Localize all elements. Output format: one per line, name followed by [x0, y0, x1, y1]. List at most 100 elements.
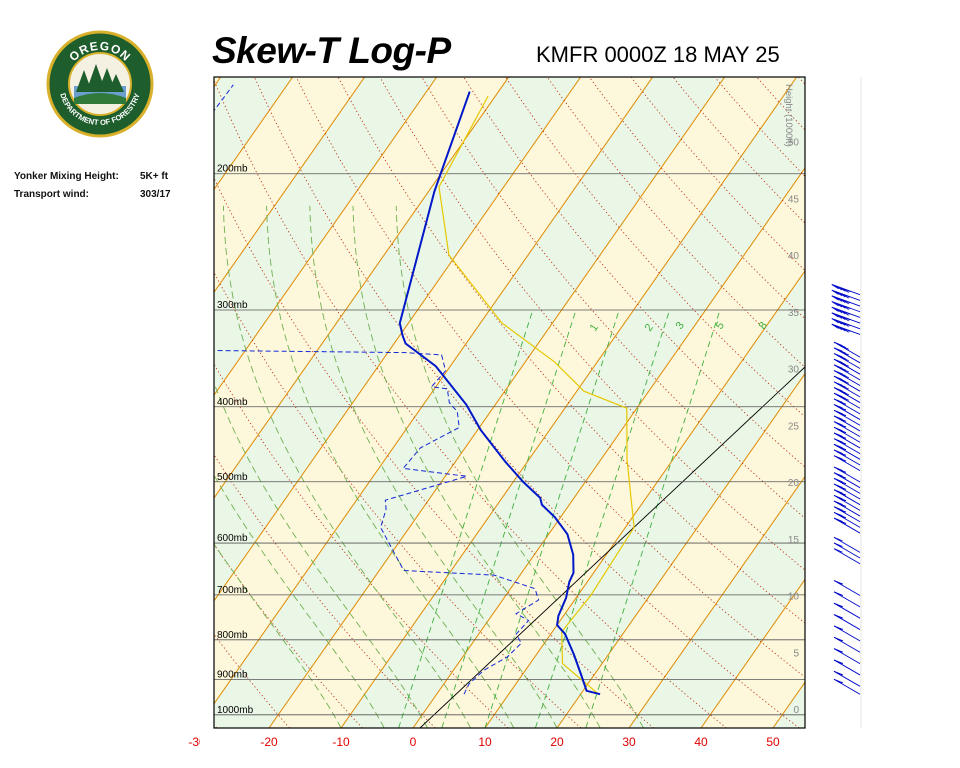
- mixing-ratio-line: [585, 309, 721, 728]
- isotherm-line: [0, 77, 149, 728]
- x-tick-label: 50: [766, 735, 780, 749]
- dry-adiabat-line: [379, 77, 805, 571]
- pressure-label: 400mb: [217, 397, 248, 408]
- wind-barb: [831, 284, 861, 296]
- transport-wind-row: Transport wind: 303/17: [14, 189, 171, 200]
- wind-barb: [833, 614, 861, 630]
- oregon-forestry-logo: OREGON DEPARTMENT OF FORESTRY: [46, 30, 154, 138]
- mixing-ratio-label: 8: [757, 320, 770, 332]
- wind-barb: [833, 375, 861, 392]
- wind-barb: [833, 602, 861, 619]
- x-tick-label: -10: [332, 735, 350, 749]
- wind-barb: [833, 404, 861, 420]
- mixing-height-row: Yonker Mixing Height: 5K+ ft: [14, 171, 168, 182]
- pressure-label: 1000mb: [217, 705, 254, 716]
- wind-barb: [833, 472, 861, 489]
- height-tick-label: 25: [788, 421, 800, 432]
- height-tick-label: 45: [788, 194, 800, 205]
- moist-adiabat-line: [352, 205, 601, 728]
- wind-barb: [833, 591, 861, 608]
- x-tick-label: 10: [478, 735, 492, 749]
- wind-barb: [833, 466, 861, 483]
- dry-adiabat-line: [214, 543, 363, 728]
- wind-barb: [833, 370, 861, 386]
- logo-tree-icon: [74, 64, 126, 104]
- wind-barb: [833, 648, 861, 664]
- isotherm-line: [214, 77, 294, 191]
- dewpoint-trace: [214, 84, 540, 695]
- mixing-height-value: 5K+ ft: [140, 171, 169, 182]
- isotherm-line: [268, 77, 726, 728]
- dry-adiabat-line: [214, 177, 654, 728]
- isotherm-line: [214, 77, 438, 397]
- x-axis-mask: [200, 732, 213, 752]
- dry-adiabat-line: [214, 79, 727, 728]
- isotherm-line: [214, 77, 582, 602]
- wind-barb: [833, 341, 861, 358]
- mixing-height-label: Yonker Mixing Height:: [14, 171, 119, 182]
- moist-adiabat-line: [214, 474, 385, 728]
- temperature-trace: [398, 91, 601, 696]
- wind-barb: [833, 392, 861, 409]
- wind-barb: [833, 443, 861, 460]
- wind-barb: [833, 381, 861, 398]
- wind-barb: [831, 318, 861, 330]
- background-bands: [214, 77, 805, 728]
- wind-barb: [833, 426, 861, 443]
- wind-barb: [833, 409, 861, 426]
- plot-frame: [213, 76, 806, 729]
- transport-wind-label: Transport wind:: [14, 189, 89, 200]
- isotherm-line: [214, 77, 654, 705]
- wind-barb: [831, 295, 861, 307]
- wind-barb: [833, 421, 861, 437]
- wind-barb: [831, 301, 861, 313]
- x-axis: -30 -20 -10 0 10 20 30 40 50: [188, 732, 780, 752]
- mixing-ratio-line: [534, 309, 671, 728]
- wind-barb: [833, 449, 861, 466]
- mixing-ratio-label: 3: [674, 320, 687, 332]
- chart-title: Skew-T Log-P: [212, 30, 451, 71]
- parcel-trace: [438, 95, 635, 695]
- x-tick-label: 0: [410, 735, 417, 749]
- wind-barb: [833, 494, 861, 511]
- wind-barb: [833, 398, 861, 415]
- mixing-ratio-line: [398, 309, 534, 728]
- wind-barb: [833, 432, 861, 449]
- x-tick-label: -20: [260, 735, 278, 749]
- wind-barb: [831, 306, 861, 318]
- dry-adiabat-line: [798, 77, 805, 85]
- height-tick-label: 35: [788, 308, 800, 319]
- wind-barb: [833, 489, 861, 506]
- height-tick-label: 0: [793, 705, 799, 716]
- wind-barb: [833, 387, 861, 403]
- isotherm-line: [556, 372, 805, 728]
- wind-barb: [833, 659, 861, 676]
- isotherm-line: [214, 77, 222, 88]
- isotherm-line: [214, 77, 510, 499]
- reference-diagonal-line: [419, 366, 805, 728]
- moist-adiabat-line: [214, 543, 342, 728]
- height-tick-label: 20: [788, 478, 800, 489]
- wind-barb: [833, 542, 861, 559]
- pressure-label: 200mb: [217, 164, 248, 175]
- moist-adiabat-line: [214, 381, 428, 728]
- wind-barb: [833, 678, 861, 695]
- height-axis-label: Height (1000ft): [783, 84, 794, 147]
- wind-barb: [833, 636, 861, 653]
- chart-subtitle: KMFR 0000Z 18 MAY 25: [536, 42, 780, 67]
- wind-barb: [833, 438, 861, 455]
- moist-adiabat-line: [395, 205, 644, 728]
- wind-barbs: [831, 77, 862, 728]
- moist-adiabat-line: [309, 205, 558, 728]
- pressure-label: 800mb: [217, 630, 248, 641]
- isotherm-line: [484, 269, 805, 728]
- wind-barb: [833, 506, 861, 523]
- mixing-ratio-label: 2: [643, 322, 656, 334]
- wind-barb: [833, 455, 861, 472]
- height-tick-label: 30: [788, 365, 800, 376]
- wind-barb: [831, 312, 861, 324]
- dry-adiabat-line: [882, 77, 960, 728]
- dry-adiabat-line: [214, 723, 218, 728]
